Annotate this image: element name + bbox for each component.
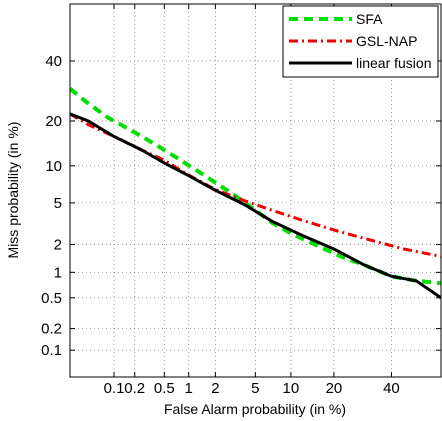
y-tick-label: 2 <box>54 237 62 254</box>
legend-label: SFA <box>356 11 383 27</box>
y-tick-label: 5 <box>54 195 62 212</box>
y-tick-label: 1 <box>54 264 62 281</box>
x-tick-label: 0.5 <box>154 380 175 397</box>
y-tick-label: 0.1 <box>41 342 62 359</box>
x-axis-title: False Alarm probability (in %) <box>164 401 346 417</box>
x-tick-label: 0.1 <box>104 380 125 397</box>
x-tick-label: 10 <box>283 380 300 397</box>
legend: SFA GSL-NAP linear fusion <box>282 5 439 78</box>
x-tick-label: 20 <box>326 380 343 397</box>
series-line-sfa <box>70 87 441 286</box>
y-tick-label: 40 <box>45 53 62 70</box>
y-axis-title: Miss probability (in %) <box>5 122 21 259</box>
y-tick-labels: 0.1 0.2 0.5 1 2 5 10 20 40 <box>41 53 62 359</box>
x-tick-label: 1 <box>185 380 193 397</box>
y-tick-label: 0.2 <box>41 321 62 338</box>
x-tick-label: 0.2 <box>124 380 145 397</box>
series-line-gsl-nap <box>70 112 441 258</box>
x-tick-label: 2 <box>211 380 219 397</box>
legend-label: GSL-NAP <box>356 33 417 49</box>
y-tick-label: 10 <box>45 158 62 175</box>
x-tick-label: 5 <box>251 380 259 397</box>
x-tick-label: 40 <box>383 380 400 397</box>
series-lines <box>70 87 441 300</box>
series-line-linear-fusion <box>70 112 441 300</box>
legend-label: linear fusion <box>356 55 432 71</box>
y-tick-label: 0.5 <box>41 290 62 307</box>
tick-marks <box>70 4 441 377</box>
y-tick-label: 20 <box>45 113 62 130</box>
x-tick-labels: 0.1 0.2 0.5 1 2 5 10 20 40 <box>104 380 400 397</box>
